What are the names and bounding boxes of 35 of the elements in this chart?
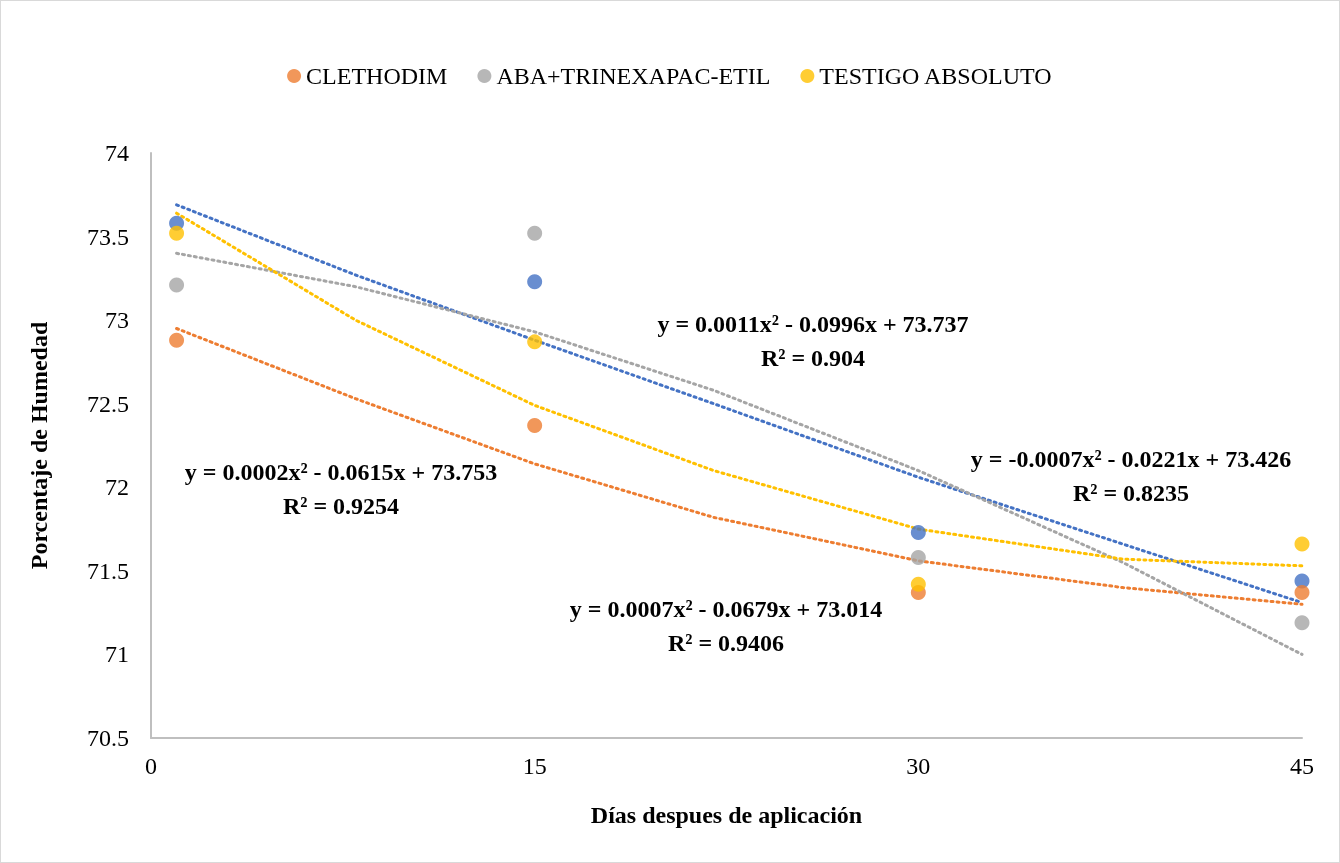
point	[1294, 585, 1310, 601]
x-tick-label: 15	[522, 753, 547, 779]
x-axis-title: Días despues de aplicación	[590, 802, 863, 828]
point	[527, 417, 543, 433]
y-tick-label: 74	[105, 140, 129, 166]
line-series	[175, 251, 1304, 656]
point	[527, 334, 543, 350]
annotation: y = 0.0002x² - 0.0615x + 73.753 R² = 0.9254	[184, 459, 498, 519]
point	[527, 225, 543, 241]
annotation: y = 0.0011x² - 0.0996x + 73.737 R² = 0.904	[657, 311, 969, 371]
x-tick-label: 30	[906, 753, 931, 779]
y-tick-label: 73	[105, 307, 129, 334]
point	[169, 332, 185, 348]
x-tick-label: 0	[145, 753, 157, 779]
y-tick-label: 70.5	[87, 725, 129, 751]
point	[1294, 536, 1310, 552]
y-axis-title: Porcentaje de Humedad	[26, 321, 52, 570]
y-tick-label: 73.5	[87, 223, 129, 250]
legend-label: CLETHODIM	[306, 63, 448, 89]
y-tick-label: 72	[105, 474, 129, 501]
legend-label: TESTIGO ABSOLUTO	[819, 63, 1052, 89]
point	[910, 549, 926, 565]
point	[169, 277, 185, 293]
point	[527, 274, 543, 290]
point	[169, 225, 185, 241]
y-tick-label: 71.5	[87, 557, 129, 584]
legend-label: ABA+TRINEXAPAC-ETIL	[496, 63, 771, 89]
annotation: y = 0.0007x² - 0.0679x + 73.014 R² = 0.9406	[569, 596, 883, 656]
y-tick-label: 72.5	[87, 390, 129, 417]
point	[910, 576, 926, 592]
annotation: y = -0.0007x² - 0.0221x + 73.426 R² = 0.8235	[970, 446, 1292, 506]
x-tick-label: 45	[1290, 753, 1314, 779]
y-tick-label: 71	[105, 641, 129, 668]
point	[1294, 615, 1310, 631]
point	[910, 524, 926, 540]
